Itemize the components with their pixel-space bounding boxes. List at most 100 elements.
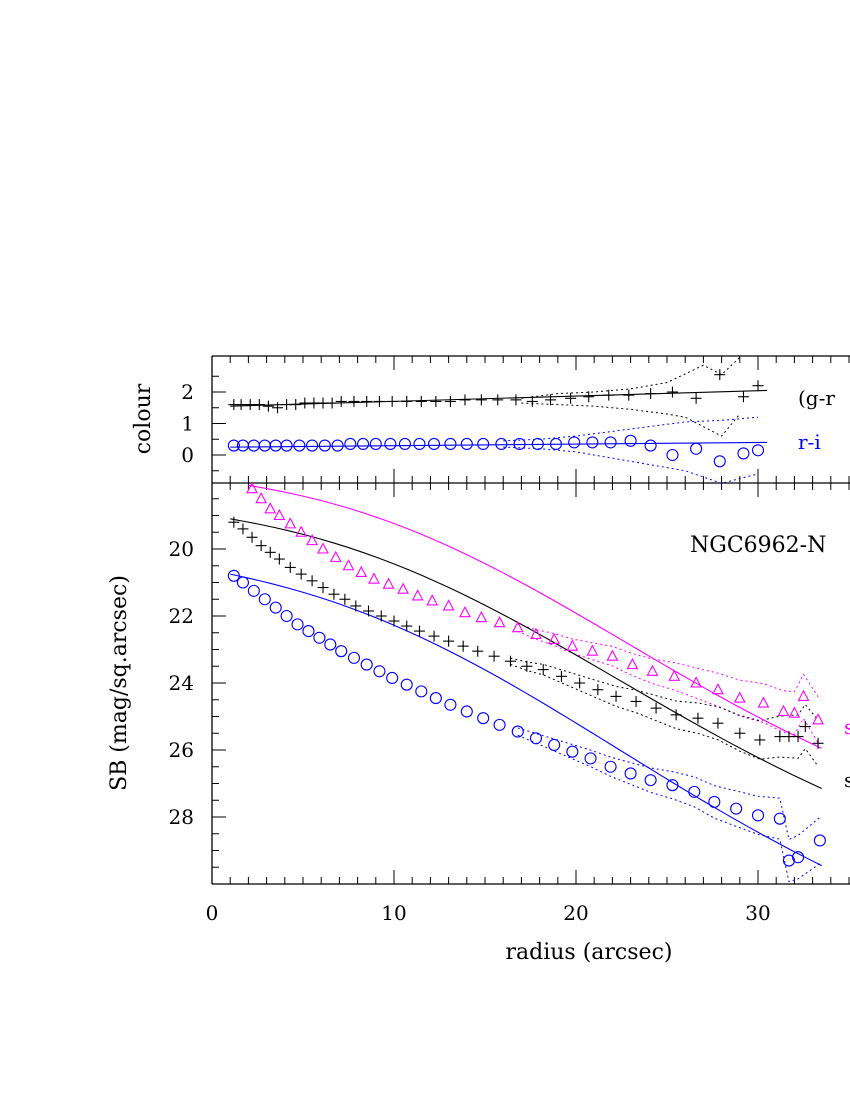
data-point	[272, 402, 284, 414]
data-point	[555, 670, 567, 682]
data-point	[782, 854, 795, 867]
surface-brightness-panel: 20 22 24 26 28 0 10 20 30 NGC6962-N s s SB (mag/…	[107, 482, 850, 965]
data-point	[623, 389, 635, 401]
data-point	[548, 632, 561, 645]
y-tick-label: 20	[169, 537, 194, 561]
data-point	[400, 678, 413, 691]
data-point	[566, 639, 579, 651]
fit-line	[248, 484, 822, 749]
y-tick-label: 22	[169, 604, 194, 628]
gr-series-label: (g-r	[798, 386, 835, 410]
data-point	[813, 834, 826, 847]
data-point	[666, 779, 679, 792]
data-point	[291, 618, 304, 631]
colour-y-axis-label: colour	[131, 383, 156, 454]
data-point	[606, 649, 619, 661]
data-point	[302, 625, 315, 638]
data-point	[382, 577, 395, 589]
data-point	[610, 690, 622, 702]
data-point	[529, 732, 543, 745]
data-point	[363, 605, 375, 617]
data-point	[368, 572, 380, 584]
colour-data-points	[227, 369, 765, 468]
data-point	[493, 616, 506, 628]
data-point	[545, 394, 557, 406]
data-point	[237, 523, 249, 535]
legend-fragment-2: s	[844, 768, 850, 792]
data-point	[429, 692, 442, 705]
data-point	[568, 436, 581, 449]
data-point	[791, 851, 805, 864]
data-point	[548, 738, 561, 752]
x-tick-label: 10	[381, 901, 406, 925]
data-point	[645, 388, 657, 400]
data-point	[427, 437, 441, 451]
data-point	[264, 502, 277, 514]
data-point	[650, 702, 662, 714]
data-point	[510, 394, 522, 406]
error-band-line	[510, 657, 819, 722]
data-point	[369, 437, 382, 451]
data-point	[444, 698, 457, 711]
data-point	[754, 734, 766, 746]
data-point	[360, 658, 373, 671]
data-point	[428, 630, 440, 642]
data-point	[375, 610, 387, 622]
fit-line	[230, 389, 768, 407]
data-point	[504, 655, 516, 667]
error-band-line	[517, 734, 821, 883]
data-point	[280, 439, 293, 452]
data-point	[472, 645, 484, 657]
error-band-line	[517, 727, 821, 841]
data-point	[792, 731, 804, 743]
data-point	[584, 752, 597, 765]
data-point	[280, 609, 293, 623]
data-point	[258, 439, 271, 452]
error-band-line	[517, 623, 819, 698]
data-point	[306, 533, 319, 546]
data-point	[388, 615, 400, 627]
data-point	[236, 576, 249, 589]
data-point	[227, 569, 240, 582]
data-point	[331, 439, 344, 452]
data-point	[295, 568, 307, 580]
x-tick-label: 0	[206, 901, 219, 925]
error-band-line	[521, 402, 741, 437]
data-point	[227, 439, 240, 452]
data-point	[668, 669, 681, 681]
error-band-line	[510, 663, 819, 767]
data-point	[255, 540, 267, 552]
error-band-line	[503, 446, 759, 484]
data-point	[757, 696, 770, 708]
data-point	[734, 727, 746, 739]
colour-error-bands	[503, 356, 759, 484]
data-point	[247, 584, 260, 597]
data-point	[313, 631, 326, 644]
data-point	[415, 395, 427, 407]
data-point	[511, 621, 524, 633]
y-tick-label: 2	[181, 380, 194, 404]
data-point	[269, 439, 282, 452]
data-point	[624, 434, 637, 447]
data-point	[444, 395, 456, 407]
chart-title: NGC6962-N	[690, 533, 826, 558]
data-point	[293, 439, 306, 452]
data-point	[690, 442, 703, 455]
data-point	[586, 644, 599, 656]
data-point	[335, 645, 348, 658]
data-point	[373, 395, 385, 407]
sb-error-bands	[510, 623, 821, 883]
y-tick-label: 24	[169, 671, 194, 695]
data-point	[273, 553, 285, 565]
data-point	[264, 546, 276, 558]
x-tick-label: 20	[563, 901, 588, 925]
data-point	[426, 594, 439, 606]
data-point	[630, 695, 642, 707]
data-point	[306, 575, 318, 587]
y-tick-label: 26	[169, 738, 194, 762]
data-point	[459, 605, 471, 618]
data-point	[324, 638, 337, 651]
data-point	[624, 767, 637, 780]
data-point	[460, 437, 473, 451]
